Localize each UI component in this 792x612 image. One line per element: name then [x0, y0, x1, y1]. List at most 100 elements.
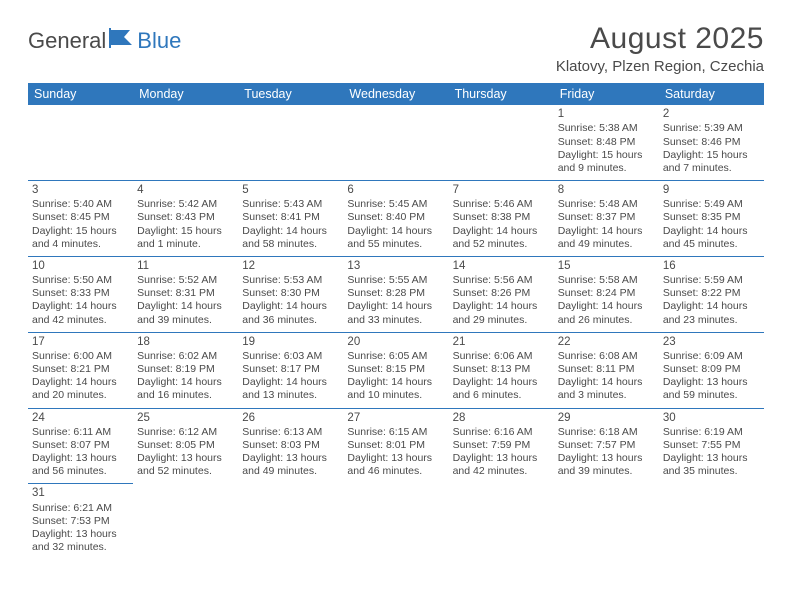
sunset-text: Sunset: 8:28 PM	[347, 287, 444, 300]
sunrise-text: Sunrise: 5:55 AM	[347, 274, 444, 287]
sunset-text: Sunset: 8:43 PM	[137, 211, 234, 224]
calendar-cell: 26Sunrise: 6:13 AMSunset: 8:03 PMDayligh…	[238, 408, 343, 484]
day-number: 30	[663, 411, 760, 425]
sunrise-text: Sunrise: 5:48 AM	[558, 198, 655, 211]
sunrise-text: Sunrise: 5:46 AM	[453, 198, 550, 211]
sunset-text: Sunset: 8:40 PM	[347, 211, 444, 224]
calendar-cell: 23Sunrise: 6:09 AMSunset: 8:09 PMDayligh…	[659, 332, 764, 408]
daylight-text: Daylight: 13 hours and 35 minutes.	[663, 452, 760, 478]
weekday-header-row: Sunday Monday Tuesday Wednesday Thursday…	[28, 83, 764, 105]
daylight-text: Daylight: 14 hours and 16 minutes.	[137, 376, 234, 402]
calendar-cell: 20Sunrise: 6:05 AMSunset: 8:15 PMDayligh…	[343, 332, 448, 408]
sunset-text: Sunset: 8:01 PM	[347, 439, 444, 452]
daylight-text: Daylight: 15 hours and 4 minutes.	[32, 225, 129, 251]
daylight-text: Daylight: 14 hours and 39 minutes.	[137, 300, 234, 326]
sunrise-text: Sunrise: 5:45 AM	[347, 198, 444, 211]
logo-text-general: General	[28, 28, 106, 54]
weekday-header: Wednesday	[343, 83, 448, 105]
sunset-text: Sunset: 7:59 PM	[453, 439, 550, 452]
sunrise-text: Sunrise: 6:15 AM	[347, 426, 444, 439]
sunrise-text: Sunrise: 6:19 AM	[663, 426, 760, 439]
calendar-cell: 19Sunrise: 6:03 AMSunset: 8:17 PMDayligh…	[238, 332, 343, 408]
daylight-text: Daylight: 14 hours and 10 minutes.	[347, 376, 444, 402]
calendar-cell	[554, 484, 659, 559]
day-number: 14	[453, 259, 550, 273]
calendar-cell	[659, 484, 764, 559]
daylight-text: Daylight: 13 hours and 56 minutes.	[32, 452, 129, 478]
day-number: 19	[242, 335, 339, 349]
calendar-cell	[449, 105, 554, 180]
calendar-cell: 5Sunrise: 5:43 AMSunset: 8:41 PMDaylight…	[238, 180, 343, 256]
day-number: 7	[453, 183, 550, 197]
sunrise-text: Sunrise: 6:06 AM	[453, 350, 550, 363]
sunset-text: Sunset: 8:33 PM	[32, 287, 129, 300]
calendar-cell: 4Sunrise: 5:42 AMSunset: 8:43 PMDaylight…	[133, 180, 238, 256]
day-number: 11	[137, 259, 234, 273]
sunrise-text: Sunrise: 5:59 AM	[663, 274, 760, 287]
calendar-cell: 10Sunrise: 5:50 AMSunset: 8:33 PMDayligh…	[28, 256, 133, 332]
calendar-cell: 30Sunrise: 6:19 AMSunset: 7:55 PMDayligh…	[659, 408, 764, 484]
weekday-header: Monday	[133, 83, 238, 105]
daylight-text: Daylight: 13 hours and 52 minutes.	[137, 452, 234, 478]
daylight-text: Daylight: 14 hours and 49 minutes.	[558, 225, 655, 251]
calendar-cell: 11Sunrise: 5:52 AMSunset: 8:31 PMDayligh…	[133, 256, 238, 332]
calendar-cell: 18Sunrise: 6:02 AMSunset: 8:19 PMDayligh…	[133, 332, 238, 408]
sunrise-text: Sunrise: 5:56 AM	[453, 274, 550, 287]
calendar-cell: 24Sunrise: 6:11 AMSunset: 8:07 PMDayligh…	[28, 408, 133, 484]
sunset-text: Sunset: 8:26 PM	[453, 287, 550, 300]
daylight-text: Daylight: 15 hours and 1 minute.	[137, 225, 234, 251]
daylight-text: Daylight: 14 hours and 6 minutes.	[453, 376, 550, 402]
calendar-cell: 29Sunrise: 6:18 AMSunset: 7:57 PMDayligh…	[554, 408, 659, 484]
day-number: 31	[32, 486, 129, 500]
calendar-cell: 6Sunrise: 5:45 AMSunset: 8:40 PMDaylight…	[343, 180, 448, 256]
weekday-header: Tuesday	[238, 83, 343, 105]
sunset-text: Sunset: 8:41 PM	[242, 211, 339, 224]
day-number: 25	[137, 411, 234, 425]
calendar-cell: 25Sunrise: 6:12 AMSunset: 8:05 PMDayligh…	[133, 408, 238, 484]
sunrise-text: Sunrise: 6:12 AM	[137, 426, 234, 439]
daylight-text: Daylight: 14 hours and 23 minutes.	[663, 300, 760, 326]
calendar-row: 24Sunrise: 6:11 AMSunset: 8:07 PMDayligh…	[28, 408, 764, 484]
calendar-cell: 21Sunrise: 6:06 AMSunset: 8:13 PMDayligh…	[449, 332, 554, 408]
calendar-cell: 3Sunrise: 5:40 AMSunset: 8:45 PMDaylight…	[28, 180, 133, 256]
day-number: 15	[558, 259, 655, 273]
day-number: 5	[242, 183, 339, 197]
daylight-text: Daylight: 13 hours and 49 minutes.	[242, 452, 339, 478]
logo-text-blue: Blue	[137, 28, 181, 54]
sunset-text: Sunset: 8:30 PM	[242, 287, 339, 300]
day-number: 18	[137, 335, 234, 349]
calendar-row: 17Sunrise: 6:00 AMSunset: 8:21 PMDayligh…	[28, 332, 764, 408]
daylight-text: Daylight: 13 hours and 39 minutes.	[558, 452, 655, 478]
weekday-header: Sunday	[28, 83, 133, 105]
daylight-text: Daylight: 14 hours and 20 minutes.	[32, 376, 129, 402]
day-number: 12	[242, 259, 339, 273]
daylight-text: Daylight: 14 hours and 26 minutes.	[558, 300, 655, 326]
daylight-text: Daylight: 15 hours and 7 minutes.	[663, 149, 760, 175]
calendar-cell	[343, 105, 448, 180]
calendar-cell: 13Sunrise: 5:55 AMSunset: 8:28 PMDayligh…	[343, 256, 448, 332]
day-number: 6	[347, 183, 444, 197]
day-number: 16	[663, 259, 760, 273]
daylight-text: Daylight: 13 hours and 59 minutes.	[663, 376, 760, 402]
day-number: 9	[663, 183, 760, 197]
sunset-text: Sunset: 8:22 PM	[663, 287, 760, 300]
day-number: 23	[663, 335, 760, 349]
day-number: 22	[558, 335, 655, 349]
calendar-cell: 31Sunrise: 6:21 AMSunset: 7:53 PMDayligh…	[28, 484, 133, 559]
sunrise-text: Sunrise: 6:09 AM	[663, 350, 760, 363]
sunset-text: Sunset: 8:17 PM	[242, 363, 339, 376]
sunrise-text: Sunrise: 5:40 AM	[32, 198, 129, 211]
flag-icon	[109, 28, 135, 54]
sunrise-text: Sunrise: 6:13 AM	[242, 426, 339, 439]
weekday-header: Friday	[554, 83, 659, 105]
calendar-cell: 27Sunrise: 6:15 AMSunset: 8:01 PMDayligh…	[343, 408, 448, 484]
daylight-text: Daylight: 13 hours and 46 minutes.	[347, 452, 444, 478]
sunset-text: Sunset: 8:31 PM	[137, 287, 234, 300]
daylight-text: Daylight: 14 hours and 13 minutes.	[242, 376, 339, 402]
day-number: 2	[663, 107, 760, 121]
daylight-text: Daylight: 14 hours and 58 minutes.	[242, 225, 339, 251]
calendar-row: 3Sunrise: 5:40 AMSunset: 8:45 PMDaylight…	[28, 180, 764, 256]
calendar-cell	[343, 484, 448, 559]
calendar-cell	[238, 105, 343, 180]
sunset-text: Sunset: 8:21 PM	[32, 363, 129, 376]
